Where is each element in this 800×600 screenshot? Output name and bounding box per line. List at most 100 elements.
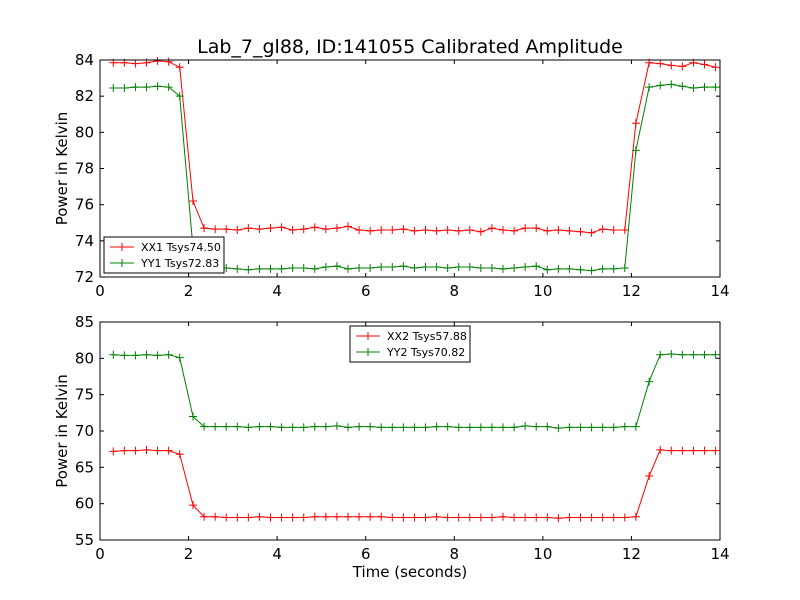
data-point xyxy=(476,423,485,432)
data-point xyxy=(443,263,452,272)
data-point xyxy=(711,446,720,455)
data-point xyxy=(366,422,375,431)
data-point xyxy=(678,446,687,455)
data-point xyxy=(521,513,530,522)
data-point xyxy=(443,225,452,234)
data-point xyxy=(678,62,687,71)
data-point xyxy=(321,225,330,234)
data-point xyxy=(576,265,585,274)
data-point xyxy=(565,226,574,235)
data-point xyxy=(476,513,485,522)
data-point xyxy=(410,423,419,432)
data-point xyxy=(499,512,507,521)
y-tick-label: 74 xyxy=(75,232,94,250)
data-point xyxy=(432,226,441,235)
data-point xyxy=(109,447,118,456)
legend-marker xyxy=(118,259,126,267)
data-point xyxy=(244,513,253,522)
data-point xyxy=(631,146,640,155)
data-point xyxy=(355,263,364,272)
data-point xyxy=(200,224,209,233)
data-point xyxy=(711,350,720,359)
data-point xyxy=(487,423,496,432)
data-point xyxy=(587,228,596,237)
data-point xyxy=(576,227,585,236)
data-point xyxy=(120,84,129,93)
series-line xyxy=(113,60,716,234)
data-point xyxy=(332,224,341,233)
data-point xyxy=(255,512,264,521)
data-point xyxy=(233,264,242,273)
data-point xyxy=(421,423,430,432)
data-point xyxy=(344,512,352,521)
data-point xyxy=(299,423,308,432)
data-point xyxy=(233,422,242,431)
y-tick-label: 84 xyxy=(75,51,94,69)
data-point xyxy=(109,350,118,359)
data-point xyxy=(609,423,618,432)
data-point xyxy=(142,83,151,92)
data-point xyxy=(399,262,408,271)
data-point xyxy=(598,264,607,273)
x-tick-label: 14 xyxy=(710,545,729,563)
data-point xyxy=(277,513,286,522)
x-tick-label: 0 xyxy=(95,545,105,563)
data-point xyxy=(332,512,341,521)
data-point xyxy=(576,513,585,522)
legend-label: YY2 Tsys70.82 xyxy=(386,346,465,359)
data-point xyxy=(487,224,496,233)
data-point xyxy=(689,350,698,359)
data-point xyxy=(700,350,709,359)
data-point xyxy=(465,263,474,272)
data-point xyxy=(355,225,364,234)
data-point xyxy=(598,225,607,234)
data-point xyxy=(355,422,364,431)
legend-entry: YY1 Tsys72.83 xyxy=(110,257,219,270)
data-point xyxy=(175,450,184,459)
x-tick-label: 10 xyxy=(533,545,552,563)
data-point xyxy=(266,264,275,273)
bottom-plot: 0 2 4 6 8 10 12 14 55 60 65 70 75 80 85 Power in Kelvin… xyxy=(53,313,730,581)
legend-label: XX2 Tsys57.88 xyxy=(387,330,467,343)
data-point xyxy=(667,446,676,455)
y-tick-label: 60 xyxy=(75,495,94,513)
data-point xyxy=(332,421,341,430)
data-point xyxy=(543,265,552,274)
y-axis-label: Power in Kelvin xyxy=(53,374,71,488)
legend-box xyxy=(103,236,225,274)
data-point xyxy=(366,226,375,235)
data-point xyxy=(678,82,687,91)
data-point xyxy=(310,264,319,273)
legend-marker xyxy=(364,332,372,340)
data-point xyxy=(299,513,308,522)
data-point xyxy=(521,263,530,272)
data-point xyxy=(377,225,386,234)
data-point xyxy=(131,446,140,455)
y-tick-label: 55 xyxy=(75,531,94,549)
data-point xyxy=(454,263,463,272)
data-point xyxy=(421,225,430,234)
data-point xyxy=(244,224,253,233)
data-point xyxy=(377,263,386,272)
data-point xyxy=(656,59,665,68)
data-point xyxy=(164,57,173,66)
data-point xyxy=(454,423,463,432)
x-tick-label: 4 xyxy=(272,545,282,563)
data-point xyxy=(211,512,220,521)
data-point xyxy=(554,225,563,234)
y-tick-label: 76 xyxy=(75,196,94,214)
data-point xyxy=(521,421,530,430)
data-point xyxy=(510,513,519,522)
data-point xyxy=(153,82,162,91)
legend-box xyxy=(349,325,471,363)
data-point xyxy=(554,264,563,273)
legend: XX1 Tsys74.50 YY1 Tsys72.83 xyxy=(103,236,225,274)
data-point xyxy=(554,424,563,433)
data-point xyxy=(120,351,129,360)
data-point xyxy=(244,423,253,432)
data-point xyxy=(510,423,519,432)
data-point xyxy=(399,225,408,234)
data-point xyxy=(255,422,264,431)
data-point xyxy=(609,513,618,522)
